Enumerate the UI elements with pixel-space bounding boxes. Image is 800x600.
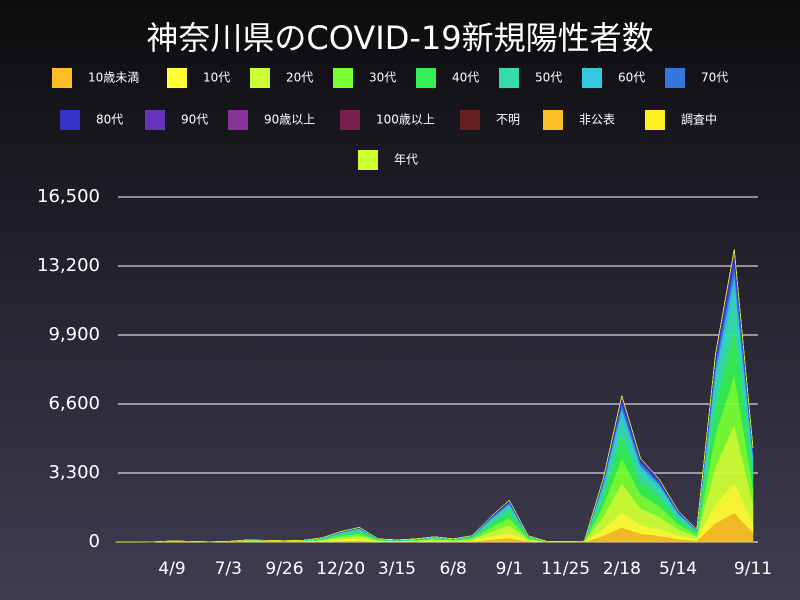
legend-swatch: [460, 110, 480, 130]
legend-swatch: [543, 110, 563, 130]
x-tick-label: 9/26: [265, 559, 303, 579]
legend-label: 60代: [618, 71, 645, 85]
legend-swatch: [228, 110, 248, 130]
legend-label: 不明: [496, 113, 520, 127]
legend-swatch: [582, 68, 602, 88]
y-tick-label: 13,200: [37, 255, 100, 276]
chart-title: 神奈川県のCOVID-19新規陽性者数: [146, 19, 653, 57]
legend-label: 50代: [535, 71, 562, 85]
legend-label: 年代: [394, 153, 418, 167]
y-tick-label: 0: [89, 531, 100, 552]
x-tick-label: 11/25: [541, 559, 590, 579]
legend-label: 90代: [181, 113, 208, 127]
x-tick-label: 4/9: [158, 559, 185, 579]
legend-label: 30代: [369, 71, 396, 85]
legend-swatch: [333, 68, 353, 88]
legend-label: 40代: [452, 71, 479, 85]
legend-label: 100歳以上: [376, 113, 435, 127]
legend-label: 10代: [203, 71, 230, 85]
legend-label: 80代: [96, 113, 123, 127]
legend-label: 10歳未満: [88, 71, 139, 85]
legend-swatch: [52, 68, 72, 88]
legend-swatch: [60, 110, 80, 130]
area: [115, 249, 754, 543]
legend-label: 70代: [701, 71, 728, 85]
legend-swatch: [645, 110, 665, 130]
y-tick-label: 9,900: [48, 324, 100, 345]
legend-label: 非公表: [579, 113, 615, 127]
x-tick-label: 6/8: [439, 559, 466, 579]
legend-swatch: [340, 110, 360, 130]
x-tick-label: 9/1: [496, 559, 523, 579]
x-tick-label: 3/15: [378, 559, 416, 579]
legend-label: 90歳以上: [264, 113, 315, 127]
y-tick-label: 6,600: [48, 393, 100, 414]
legend-label: 調査中: [681, 112, 717, 127]
legend-swatch: [145, 110, 165, 130]
x-tick-label: 2/18: [603, 559, 641, 579]
x-tick-label: 5/14: [659, 559, 697, 579]
legend-swatch: [358, 150, 378, 170]
y-tick-label: 16,500: [37, 186, 100, 207]
legend-swatch: [499, 68, 519, 88]
x-tick-label: 7/3: [215, 559, 242, 579]
legend-swatch: [416, 68, 436, 88]
legend-swatch: [167, 68, 187, 88]
y-tick-label: 3,300: [48, 462, 100, 483]
legend-swatch: [665, 68, 685, 88]
x-tick-label: 9/11: [734, 559, 772, 579]
x-tick-label: 12/20: [316, 559, 365, 579]
legend-swatch: [250, 68, 270, 88]
legend-label: 20代: [286, 71, 313, 85]
